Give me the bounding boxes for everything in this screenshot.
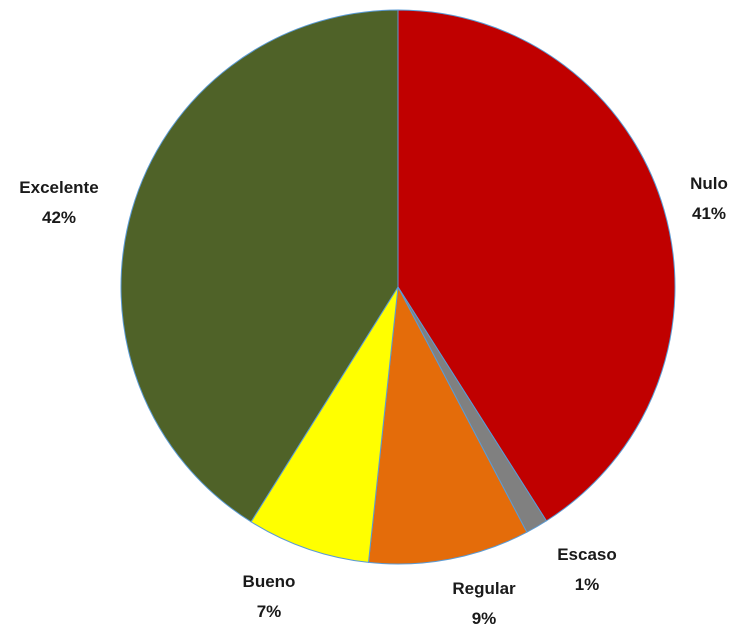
slice-label-regular: Regular [452, 579, 516, 598]
slice-percent-bueno: 7% [257, 602, 282, 621]
pie-slices [120, 9, 676, 565]
slice-label-escaso: Escaso [557, 545, 617, 564]
pie-slice-regular [367, 286, 528, 565]
slice-label-bueno: Bueno [243, 572, 296, 591]
slice-label-excelente: Excelente [19, 178, 98, 197]
slice-percent-escaso: 1% [575, 575, 600, 594]
slice-label-nulo: Nulo [690, 174, 728, 193]
pie-slice-bueno [250, 286, 399, 563]
pie-slice-excelente [120, 9, 399, 523]
slice-percent-regular: 9% [472, 609, 497, 628]
pie-slice-nulo [397, 9, 676, 522]
slice-percent-nulo: 41% [692, 204, 726, 223]
slice-percent-excelente: 42% [42, 208, 76, 227]
